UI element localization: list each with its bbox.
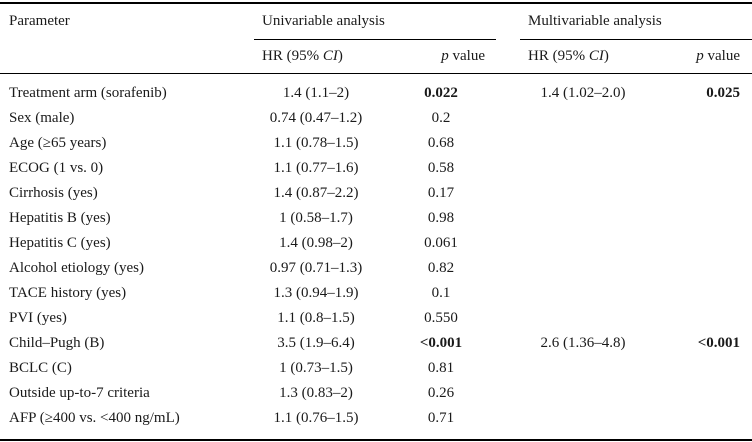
row-parameter: Age (≥65 years) (9, 135, 107, 151)
row-parameter: PVI (yes) (9, 310, 67, 326)
row-parameter: AFP (≥400 vs. <400 ng/mL) (9, 410, 180, 426)
row-hr-univariable: 1.4 (0.87–2.2) (273, 185, 359, 201)
row-hr-univariable: 1.1 (0.76–1.5) (273, 410, 359, 426)
header-p-multivariable: p value (662, 47, 740, 65)
row-hr-univariable: 0.97 (0.71–1.3) (269, 260, 363, 276)
p-italic: p (441, 48, 449, 64)
hr-ci: CI (322, 48, 338, 64)
row-p-multivariable: 0.025 (706, 85, 740, 101)
row-hr-univariable: 1.3 (0.83–2) (279, 385, 353, 401)
p-rest: value (703, 48, 740, 64)
hr-ci: CI (588, 48, 604, 64)
row-p-univariable: 0.17 (427, 185, 455, 201)
row-p-univariable: <0.001 (419, 335, 463, 351)
row-parameter: Hepatitis B (yes) (9, 210, 111, 226)
header-parameter: Parameter (9, 13, 70, 29)
row-p-univariable: 0.82 (427, 260, 455, 276)
header-hr-multivariable: HR (95% CI) (528, 47, 648, 65)
top-rule (0, 2, 752, 4)
p-italic: p (696, 48, 704, 64)
hr-suffix: ) (603, 48, 609, 64)
row-p-univariable: 0.81 (427, 360, 455, 376)
hr-suffix: ) (337, 48, 343, 64)
header-p-univariable: p value (405, 47, 485, 65)
row-parameter: Sex (male) (9, 110, 75, 126)
row-hr-univariable: 1.1 (0.77–1.6) (273, 160, 359, 176)
multivariable-underline (520, 39, 752, 40)
row-p-univariable: 0.022 (424, 85, 458, 101)
row-hr-univariable: 1.1 (0.78–1.5) (273, 135, 359, 151)
row-hr-univariable: 1 (0.58–1.7) (279, 210, 353, 226)
row-p-univariable: 0.1 (431, 285, 451, 301)
row-p-univariable: 0.68 (427, 135, 455, 151)
row-parameter: ECOG (1 vs. 0) (9, 160, 104, 176)
row-hr-univariable: 3.5 (1.9–6.4) (277, 335, 355, 351)
row-hr-univariable: 1 (0.73–1.5) (279, 360, 353, 376)
row-parameter: Treatment arm (sorafenib) (9, 85, 167, 101)
row-p-univariable: 0.71 (427, 410, 455, 426)
univariable-underline (254, 39, 496, 40)
header-rule (0, 73, 752, 74)
hr-prefix: HR (95% (528, 48, 589, 64)
row-p-univariable: 0.26 (427, 385, 455, 401)
row-hr-univariable: 1.1 (0.8–1.5) (277, 310, 355, 326)
row-hr-multivariable: 1.4 (1.02–2.0) (540, 85, 626, 101)
p-rest: value (448, 48, 485, 64)
row-p-univariable: 0.061 (424, 235, 458, 251)
header-hr-univariable: HR (95% CI) (262, 47, 372, 65)
row-parameter: TACE history (yes) (9, 285, 127, 301)
row-parameter: Alcohol etiology (yes) (9, 260, 144, 276)
row-hr-univariable: 1.4 (1.1–2) (282, 85, 350, 101)
row-hr-univariable: 0.74 (0.47–1.2) (269, 110, 363, 126)
bottom-rule (0, 439, 752, 441)
row-p-univariable: 0.2 (431, 110, 451, 126)
row-parameter: Outside up-to-7 criteria (9, 385, 150, 401)
row-hr-multivariable: 2.6 (1.36–4.8) (540, 335, 626, 351)
row-hr-univariable: 1.4 (0.98–2) (279, 235, 353, 251)
row-parameter: BCLC (C) (9, 360, 72, 376)
row-parameter: Hepatitis C (yes) (9, 235, 111, 251)
row-p-univariable: 0.98 (427, 210, 455, 226)
row-p-univariable: 0.58 (427, 160, 455, 176)
row-parameter: Child–Pugh (B) (9, 335, 105, 351)
row-p-multivariable: <0.001 (697, 335, 740, 351)
header-multivariable: Multivariable analysis (528, 13, 662, 29)
row-p-univariable: 0.550 (424, 310, 458, 326)
row-hr-univariable: 1.3 (0.94–1.9) (273, 285, 359, 301)
header-univariable: Univariable analysis (262, 13, 385, 29)
row-parameter: Cirrhosis (yes) (9, 185, 98, 201)
hr-prefix: HR (95% (262, 48, 323, 64)
